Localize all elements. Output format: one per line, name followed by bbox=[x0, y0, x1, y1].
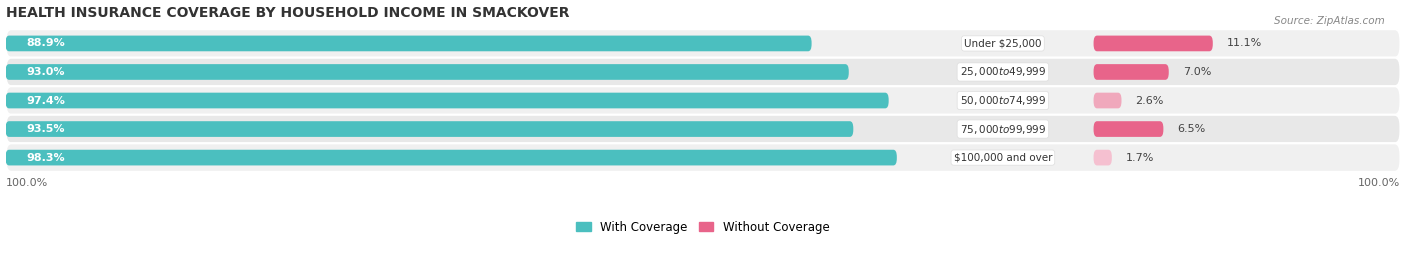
FancyBboxPatch shape bbox=[1094, 93, 1122, 108]
Text: 93.5%: 93.5% bbox=[27, 124, 65, 134]
Text: Source: ZipAtlas.com: Source: ZipAtlas.com bbox=[1274, 16, 1385, 26]
Text: Under $25,000: Under $25,000 bbox=[965, 38, 1042, 48]
FancyBboxPatch shape bbox=[6, 58, 1400, 86]
Text: $50,000 to $74,999: $50,000 to $74,999 bbox=[960, 94, 1046, 107]
FancyBboxPatch shape bbox=[6, 36, 811, 51]
Text: 97.4%: 97.4% bbox=[27, 95, 65, 105]
FancyBboxPatch shape bbox=[1094, 36, 1213, 51]
Text: $100,000 and over: $100,000 and over bbox=[953, 153, 1052, 162]
Text: 100.0%: 100.0% bbox=[1358, 178, 1400, 188]
FancyBboxPatch shape bbox=[6, 64, 849, 80]
FancyBboxPatch shape bbox=[6, 121, 853, 137]
Text: 100.0%: 100.0% bbox=[6, 178, 48, 188]
FancyBboxPatch shape bbox=[1094, 121, 1163, 137]
Text: 11.1%: 11.1% bbox=[1227, 38, 1263, 48]
Text: 98.3%: 98.3% bbox=[27, 153, 65, 162]
Text: 6.5%: 6.5% bbox=[1177, 124, 1205, 134]
FancyBboxPatch shape bbox=[6, 86, 1400, 115]
Text: 1.7%: 1.7% bbox=[1126, 153, 1154, 162]
Text: HEALTH INSURANCE COVERAGE BY HOUSEHOLD INCOME IN SMACKOVER: HEALTH INSURANCE COVERAGE BY HOUSEHOLD I… bbox=[6, 6, 569, 20]
Text: 7.0%: 7.0% bbox=[1182, 67, 1211, 77]
FancyBboxPatch shape bbox=[6, 29, 1400, 58]
FancyBboxPatch shape bbox=[1094, 64, 1168, 80]
Text: 93.0%: 93.0% bbox=[27, 67, 65, 77]
FancyBboxPatch shape bbox=[6, 93, 889, 108]
FancyBboxPatch shape bbox=[6, 143, 1400, 172]
Text: $25,000 to $49,999: $25,000 to $49,999 bbox=[960, 65, 1046, 79]
Text: 2.6%: 2.6% bbox=[1136, 95, 1164, 105]
FancyBboxPatch shape bbox=[6, 150, 897, 165]
Text: $75,000 to $99,999: $75,000 to $99,999 bbox=[960, 123, 1046, 136]
FancyBboxPatch shape bbox=[1094, 150, 1112, 165]
Legend: With Coverage, Without Coverage: With Coverage, Without Coverage bbox=[572, 216, 834, 238]
Text: 88.9%: 88.9% bbox=[27, 38, 65, 48]
FancyBboxPatch shape bbox=[6, 115, 1400, 143]
